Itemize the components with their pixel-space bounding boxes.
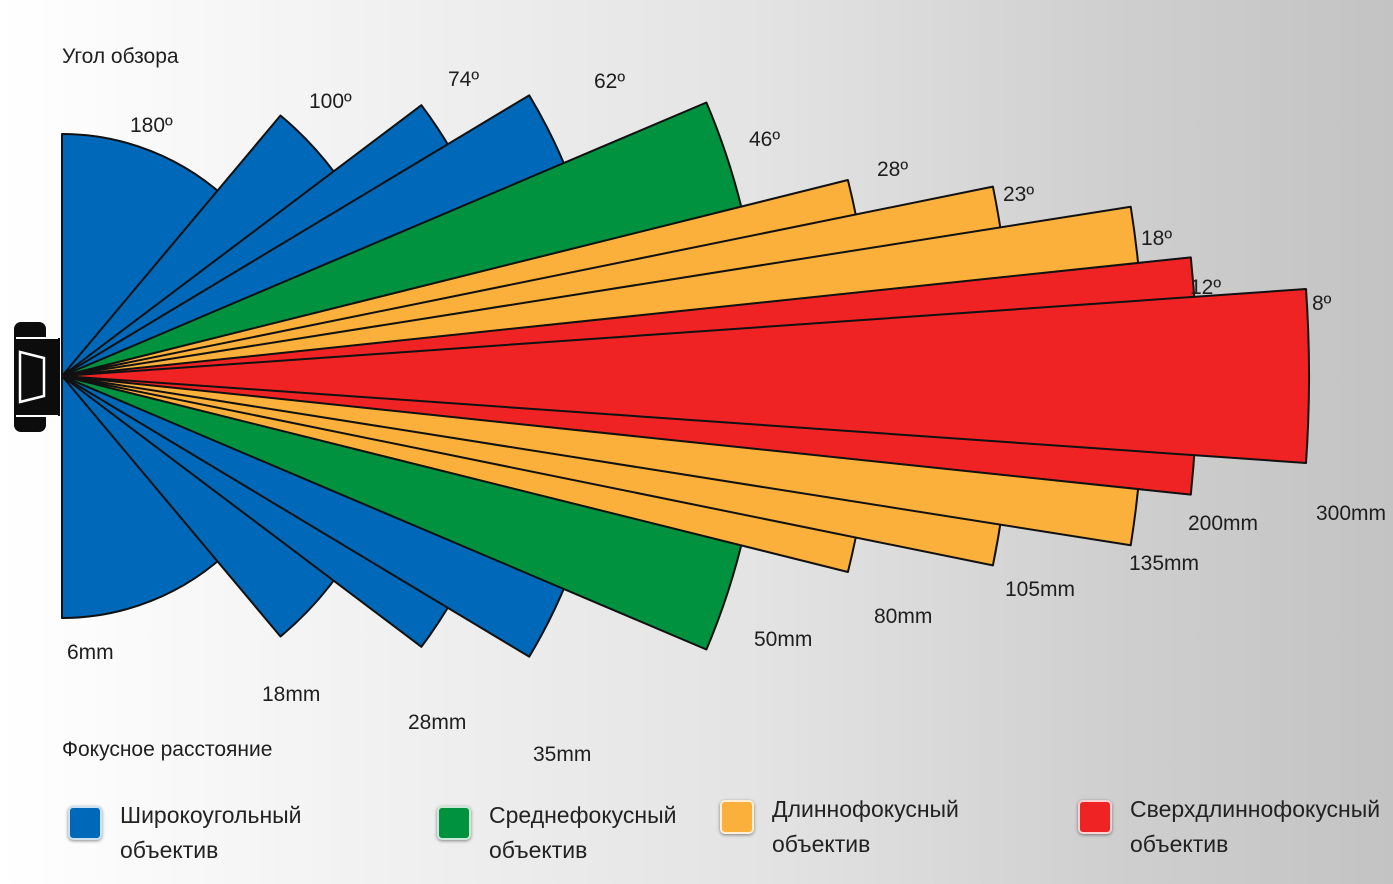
focal-label-300mm: 300mm <box>1316 502 1386 525</box>
focal-label-18mm: 18mm <box>262 683 320 706</box>
focal-label-28mm: 28mm <box>408 711 466 734</box>
legend-swatch-tele <box>720 800 754 834</box>
legend-label-line2: объектив <box>120 837 219 863</box>
angle-label-80mm: 28º <box>877 158 908 181</box>
angle-label-135mm: 18º <box>1141 227 1172 250</box>
angle-label-105mm: 23º <box>1003 183 1034 206</box>
legend-swatch-super <box>1078 800 1112 834</box>
angle-label-28mm: 74º <box>448 68 479 91</box>
focal-label-200mm: 200mm <box>1188 512 1258 535</box>
legend-swatch-normal <box>437 806 471 840</box>
focal-label-105mm: 105mm <box>1005 578 1075 601</box>
angle-label-6mm: 180º <box>130 114 173 137</box>
focal-label-6mm: 6mm <box>67 641 114 664</box>
view-angle-heading: Угол обзора <box>62 45 179 68</box>
legend-item-normal: Среднефокусный объектив <box>437 798 676 868</box>
legend-label-line1: Длиннофокусный <box>772 796 959 822</box>
legend-label: Широкоугольный объектив <box>120 798 302 868</box>
angle-label-50mm: 46º <box>749 128 780 151</box>
legend-item-wide: Широкоугольный объектив <box>68 798 302 868</box>
legend-item-super: Сверхдлиннофокусный объектив <box>1078 792 1380 862</box>
legend-label: Длиннофокусный объектив <box>772 792 959 862</box>
legend-item-tele: Длиннофокусный объектив <box>720 792 959 862</box>
angle-label-35mm: 62º <box>594 70 625 93</box>
legend-label-line1: Широкоугольный <box>120 802 302 828</box>
legend-label-line1: Среднефокусный <box>489 802 677 828</box>
camera-icon <box>14 322 60 432</box>
legend-label: Сверхдлиннофокусный объектив <box>1130 792 1380 862</box>
focal-label-80mm: 80mm <box>874 605 932 628</box>
focal-length-heading: Фокусное расстояние <box>62 738 272 761</box>
legend-label-line2: объектив <box>489 837 588 863</box>
focal-label-35mm: 35mm <box>533 743 591 766</box>
focal-label-135mm: 135mm <box>1129 552 1199 575</box>
angle-label-18mm: 100º <box>309 90 352 113</box>
angle-label-300mm: 8º <box>1312 292 1332 315</box>
legend-label: Среднефокусный объектив <box>489 798 676 868</box>
legend-label-line2: объектив <box>1130 831 1229 857</box>
legend-label-line1: Сверхдлиннофокусный <box>1130 796 1381 822</box>
legend-swatch-wide <box>68 806 102 840</box>
legend-label-line2: объектив <box>772 831 871 857</box>
fov-sector-300mm <box>61 288 1311 464</box>
angle-label-200mm: 12º <box>1190 276 1221 299</box>
focal-label-50mm: 50mm <box>754 628 812 651</box>
